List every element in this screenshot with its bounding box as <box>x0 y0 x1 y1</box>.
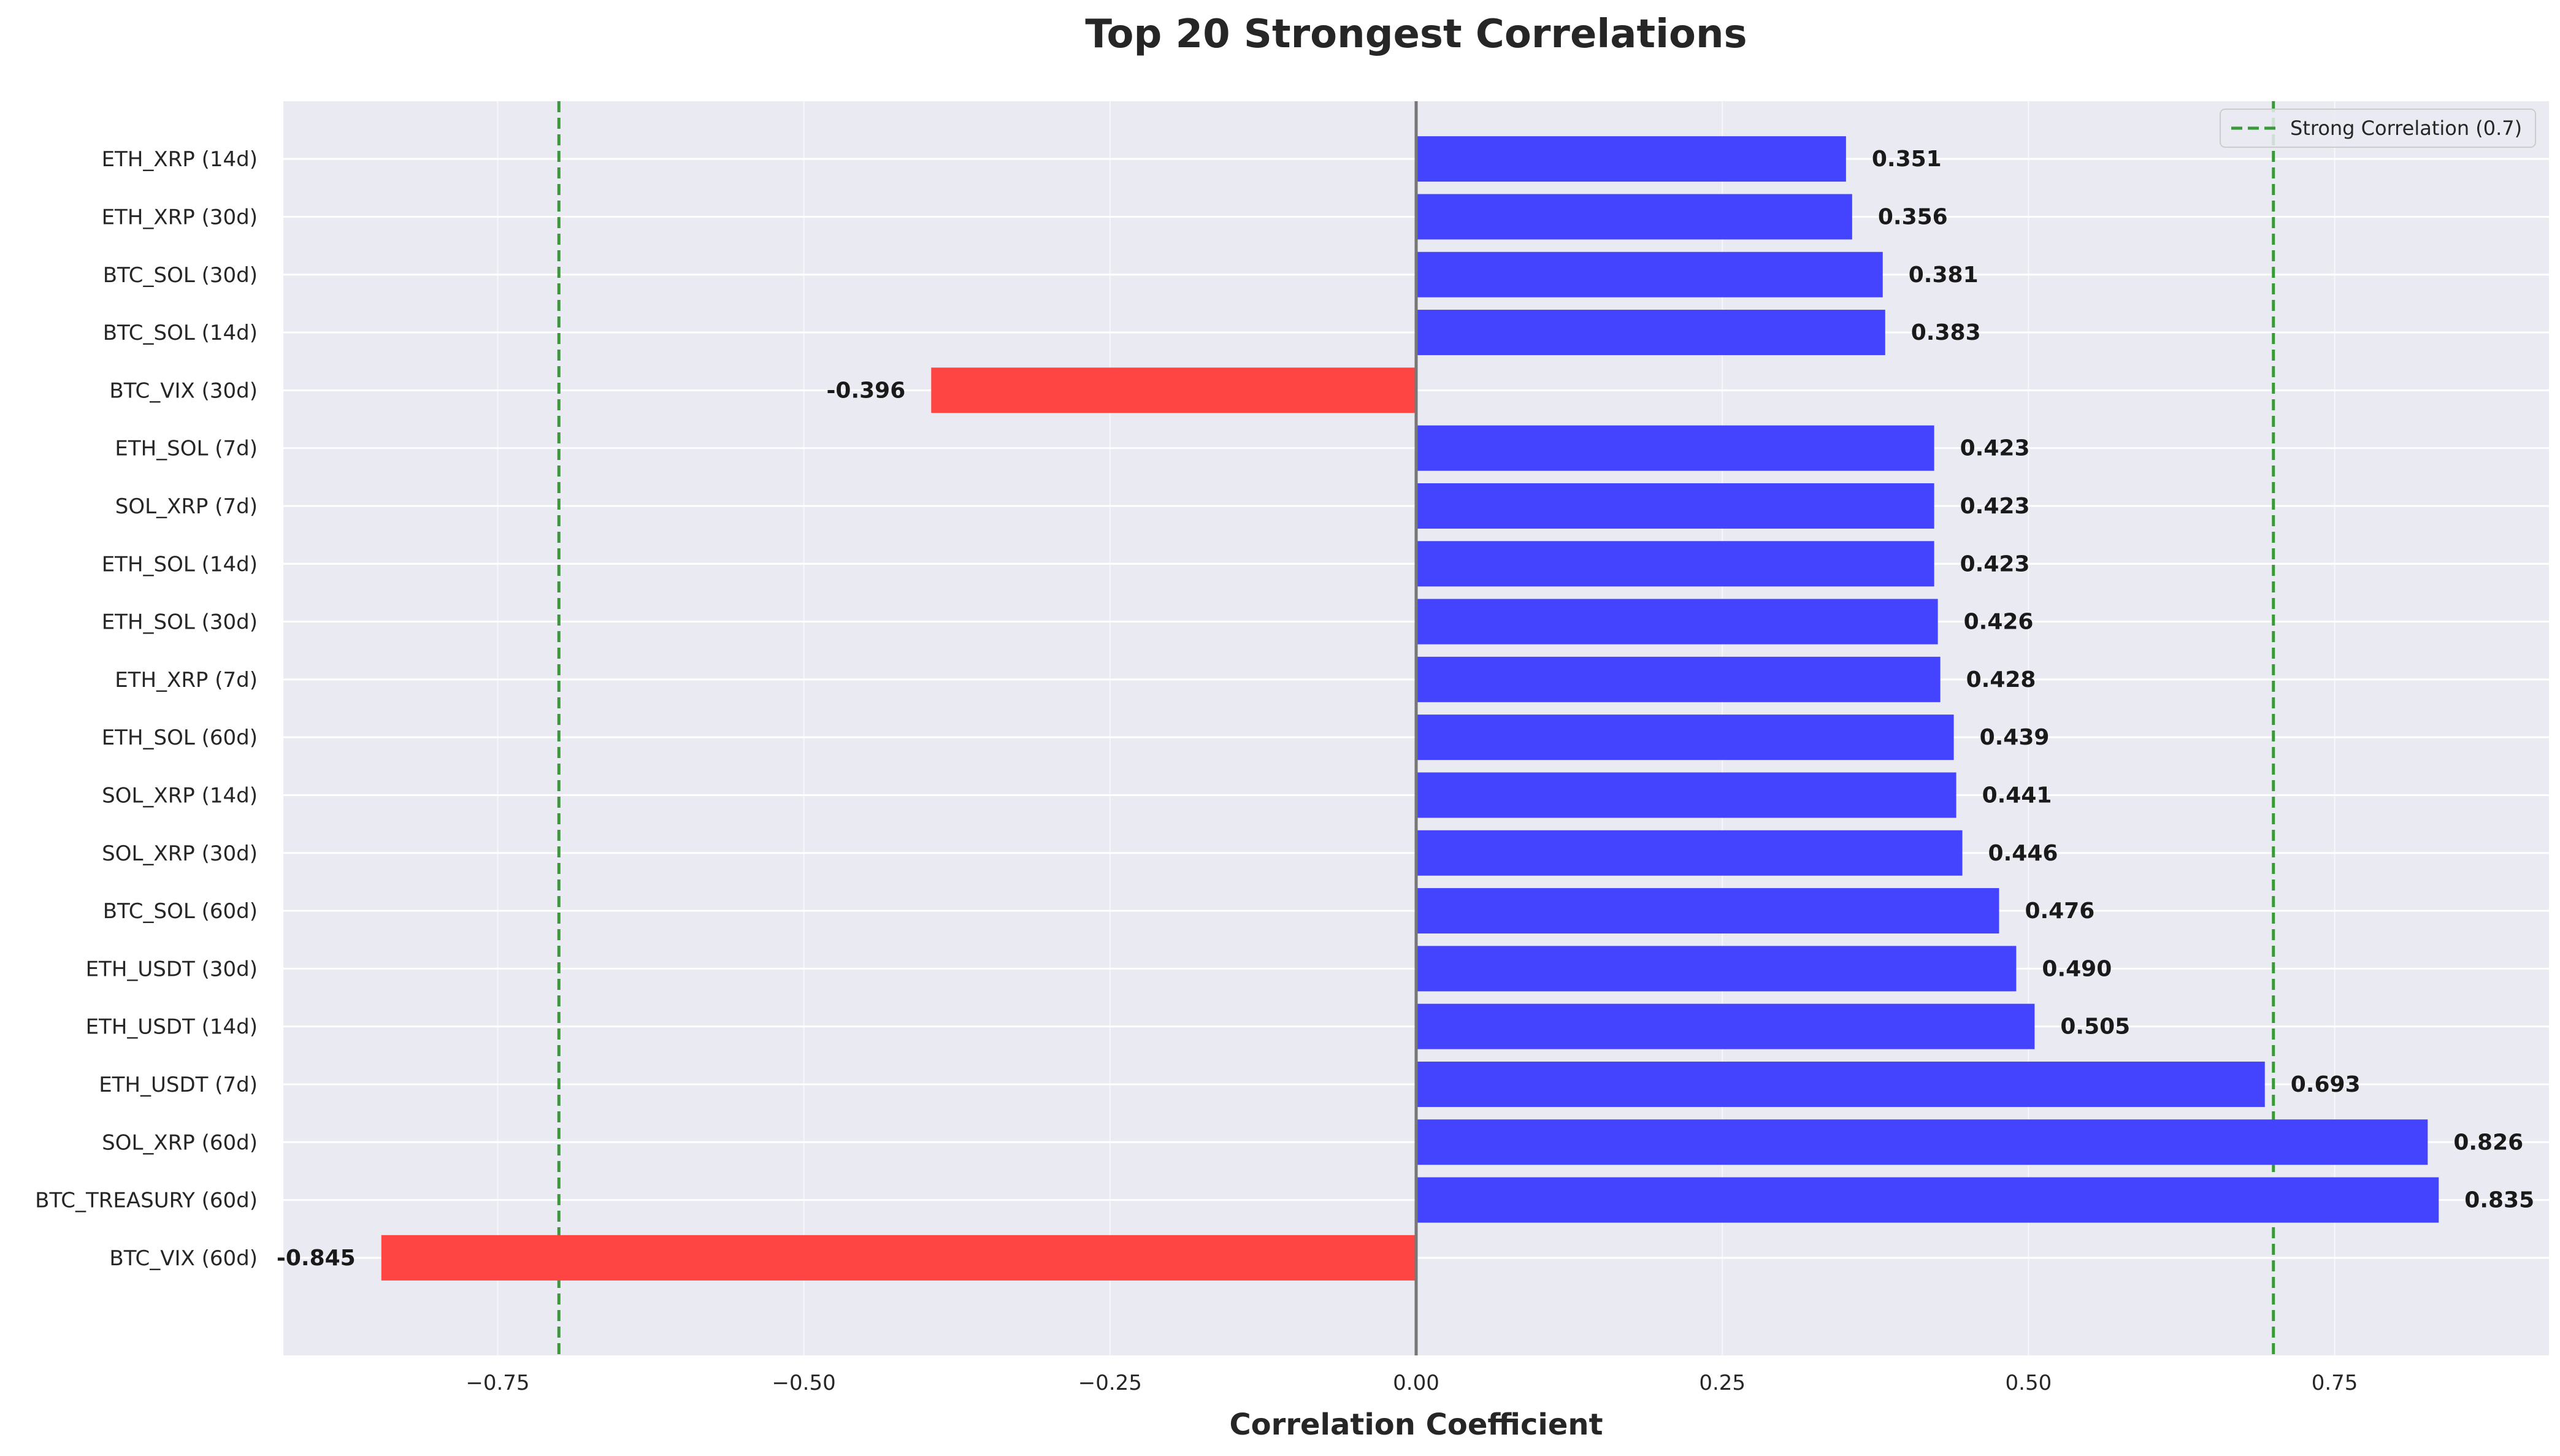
y-tick-label: ETH_XRP (7d) <box>115 668 258 692</box>
bar <box>1416 310 1885 356</box>
bar <box>1416 541 1934 587</box>
y-tick-labels: ETH_XRP (14d) ETH_XRP (30d) BTC_SOL (30d) B… <box>35 147 258 1271</box>
data-label: -0.845 <box>277 1246 356 1271</box>
bar <box>1416 1119 2428 1165</box>
x-tick-label: 0.00 <box>1393 1371 1439 1395</box>
y-tick-label: ETH_XRP (14d) <box>102 147 258 172</box>
x-tick-label: −0.25 <box>1078 1371 1142 1395</box>
bar <box>1416 1061 2265 1107</box>
y-tick-label: BTC_VIX (60d) <box>109 1246 258 1271</box>
x-tick-label: −0.75 <box>466 1371 529 1395</box>
bar <box>1416 656 1941 702</box>
bar <box>1416 830 1963 876</box>
bar <box>1416 599 1938 645</box>
legend: Strong Correlation (0.7) <box>2220 109 2536 148</box>
data-label: 0.423 <box>1960 551 2030 577</box>
legend-box <box>2220 109 2536 148</box>
x-tick-label: 0.50 <box>2006 1371 2052 1395</box>
data-label: 0.423 <box>1960 494 2030 519</box>
y-tick-label: ETH_USDT (30d) <box>86 957 258 981</box>
data-label: 0.381 <box>1909 262 1979 288</box>
y-tick-label: BTC_TREASURY (60d) <box>35 1189 258 1213</box>
data-label: 0.356 <box>1878 204 1948 229</box>
bar <box>1416 136 1846 182</box>
y-tick-label: ETH_SOL (30d) <box>102 610 258 635</box>
bar <box>1416 715 1954 761</box>
data-label: 0.426 <box>1964 610 2034 635</box>
bar <box>1416 251 1883 297</box>
data-label: 0.351 <box>1872 147 1942 172</box>
y-tick-label: BTC_SOL (14d) <box>103 321 258 345</box>
y-tick-label: BTC_VIX (30d) <box>109 378 258 403</box>
bar <box>1416 888 1999 934</box>
data-label: 0.835 <box>2464 1188 2534 1213</box>
y-tick-label: SOL_XRP (14d) <box>102 783 258 808</box>
y-tick-label: ETH_USDT (7d) <box>99 1073 258 1097</box>
x-tick-label: 0.75 <box>2312 1371 2358 1395</box>
y-tick-label: SOL_XRP (7d) <box>115 494 258 519</box>
bar <box>1416 1177 2439 1223</box>
data-label: 0.476 <box>2025 899 2094 924</box>
y-tick-label: ETH_USDT (14d) <box>86 1015 258 1040</box>
bar <box>1416 425 1934 471</box>
data-label: 0.439 <box>1980 725 2050 750</box>
data-label: 0.423 <box>1960 436 2030 461</box>
chart-title: Top 20 Strongest Correlations <box>1085 12 1747 57</box>
y-tick-label: BTC_SOL (30d) <box>103 263 258 288</box>
data-label: 0.505 <box>2060 1014 2130 1040</box>
legend-label: Strong Correlation (0.7) <box>2290 117 2522 140</box>
data-label: 0.383 <box>1911 320 1981 345</box>
y-tick-label: SOL_XRP (30d) <box>102 841 258 866</box>
value-labels-group: 0.351 0.356 0.381 0.383 -0.396 0.423 0.423 0.42… <box>277 147 2534 1271</box>
bar <box>1416 194 1852 240</box>
data-label: 0.446 <box>1988 841 2058 866</box>
data-label: 0.693 <box>2291 1072 2361 1097</box>
y-tick-label: ETH_SOL (14d) <box>102 552 258 577</box>
data-label: 0.490 <box>2042 956 2112 981</box>
bar <box>931 367 1416 413</box>
bar <box>1416 772 1956 818</box>
x-axis-label: Correlation Coefficient <box>1229 1408 1603 1442</box>
x-tick-label: −0.50 <box>772 1371 836 1395</box>
data-label: 0.428 <box>1966 667 2036 692</box>
data-label: 0.826 <box>2453 1130 2523 1155</box>
bars-group <box>381 136 2439 1281</box>
bar <box>1416 946 2017 992</box>
bar <box>1416 483 1934 529</box>
bar <box>381 1235 1417 1281</box>
bar <box>1416 1003 2035 1049</box>
y-tick-label: SOL_XRP (60d) <box>102 1130 258 1155</box>
y-tick-label: ETH_XRP (30d) <box>102 205 258 229</box>
x-tick-label: 0.25 <box>1699 1371 1746 1395</box>
y-tick-label: ETH_SOL (7d) <box>115 437 258 461</box>
data-label: -0.396 <box>826 378 905 403</box>
y-tick-label: BTC_SOL (60d) <box>103 899 258 924</box>
y-tick-label: ETH_SOL (60d) <box>102 726 258 750</box>
x-tick-labels: −0.75 −0.50 −0.25 0.00 0.25 0.50 0.75 <box>466 1371 2358 1395</box>
data-label: 0.441 <box>1982 783 2052 808</box>
